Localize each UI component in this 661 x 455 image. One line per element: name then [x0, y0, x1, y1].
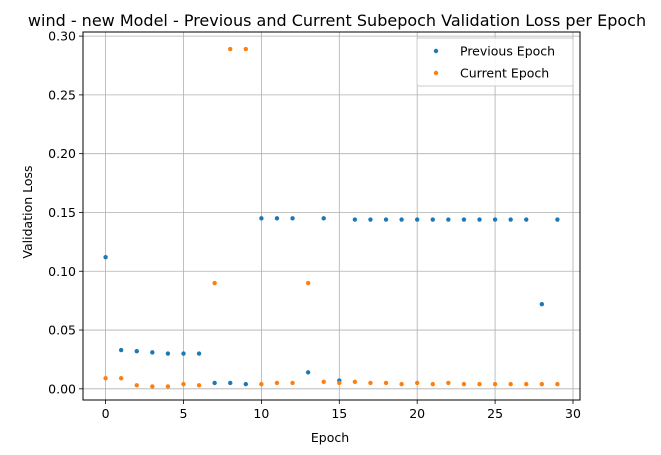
y-axis-label: Validation Loss — [20, 165, 35, 258]
y-tick-label: 0.30 — [48, 29, 76, 44]
x-axis-ticks: 0 5 10 15 20 25 30 — [102, 400, 581, 421]
data-point — [492, 217, 498, 222]
data-point — [352, 217, 358, 222]
data-point — [524, 381, 529, 387]
x-tick-label: 10 — [253, 406, 269, 421]
data-point — [383, 217, 389, 222]
data-point — [446, 380, 451, 386]
data-point — [274, 380, 280, 386]
data-point — [212, 280, 217, 286]
x-tick-label: 20 — [409, 406, 425, 421]
data-point — [368, 217, 373, 222]
data-point — [228, 46, 233, 52]
data-point — [461, 381, 467, 387]
legend-label: Previous Epoch — [460, 44, 555, 59]
chart-title: wind - new Model - Previous and Current … — [28, 11, 646, 30]
data-point — [196, 351, 202, 356]
data-point — [305, 280, 311, 286]
data-point — [150, 384, 155, 389]
legend-box — [416, 37, 574, 87]
data-point — [477, 217, 482, 222]
data-point — [165, 384, 171, 389]
data-point — [446, 217, 451, 222]
plot-frame — [82, 31, 581, 401]
y-tick-label: 0.25 — [48, 87, 76, 102]
data-point — [430, 217, 435, 222]
data-point — [414, 380, 420, 386]
data-point — [243, 381, 249, 387]
data-point — [118, 376, 124, 381]
x-tick-label: 5 — [180, 406, 188, 421]
data-point — [305, 370, 311, 375]
data-point — [274, 216, 280, 221]
x-tick-label: 15 — [331, 406, 347, 421]
data-point — [461, 217, 467, 222]
legend-marker — [433, 70, 439, 76]
data-point — [134, 383, 139, 388]
data-point — [259, 216, 264, 221]
legend-marker — [433, 48, 439, 54]
data-point — [321, 216, 326, 221]
data-point — [492, 381, 498, 387]
series-current-epoch — [103, 46, 560, 389]
legend: Previous Epoch Current Epoch — [416, 37, 574, 87]
data-point — [165, 351, 171, 356]
x-tick-label: 30 — [565, 406, 581, 421]
data-point — [181, 351, 186, 356]
data-point — [259, 381, 264, 387]
grid — [83, 32, 580, 400]
data-point — [368, 380, 373, 386]
data-points — [103, 46, 560, 389]
y-tick-label: 0.15 — [48, 205, 76, 220]
data-point — [524, 217, 529, 222]
y-axis-ticks: 0.00 0.05 0.10 0.15 0.20 0.25 0.30 — [48, 29, 83, 396]
data-point — [508, 217, 513, 222]
data-point — [539, 301, 545, 307]
data-point — [196, 383, 202, 388]
data-point — [321, 379, 326, 384]
data-point — [399, 217, 404, 222]
data-point — [352, 379, 358, 384]
y-tick-label: 0.00 — [48, 381, 76, 396]
legend-label: Current Epoch — [460, 66, 549, 81]
data-point — [508, 381, 513, 387]
data-point — [103, 376, 108, 381]
data-point — [477, 381, 482, 387]
data-point — [290, 380, 295, 386]
data-point — [555, 381, 560, 387]
data-point — [150, 350, 155, 355]
data-point — [228, 380, 233, 386]
data-point — [290, 216, 295, 221]
data-point — [337, 380, 342, 386]
data-point — [181, 381, 186, 387]
y-tick-label: 0.05 — [48, 323, 76, 338]
data-point — [243, 46, 249, 52]
x-tick-label: 25 — [487, 406, 503, 421]
data-point — [399, 381, 404, 387]
data-point — [212, 380, 217, 386]
y-tick-label: 0.10 — [48, 264, 76, 279]
data-point — [103, 254, 108, 260]
x-tick-label: 0 — [102, 406, 110, 421]
data-point — [134, 349, 139, 354]
series-previous-epoch — [103, 216, 560, 387]
x-axis-label: Epoch — [311, 430, 349, 445]
data-point — [383, 380, 389, 386]
data-point — [414, 217, 420, 222]
data-point — [539, 381, 545, 387]
data-point — [430, 381, 435, 387]
y-tick-label: 0.20 — [48, 146, 76, 161]
data-point — [555, 217, 560, 222]
data-point — [118, 347, 124, 353]
